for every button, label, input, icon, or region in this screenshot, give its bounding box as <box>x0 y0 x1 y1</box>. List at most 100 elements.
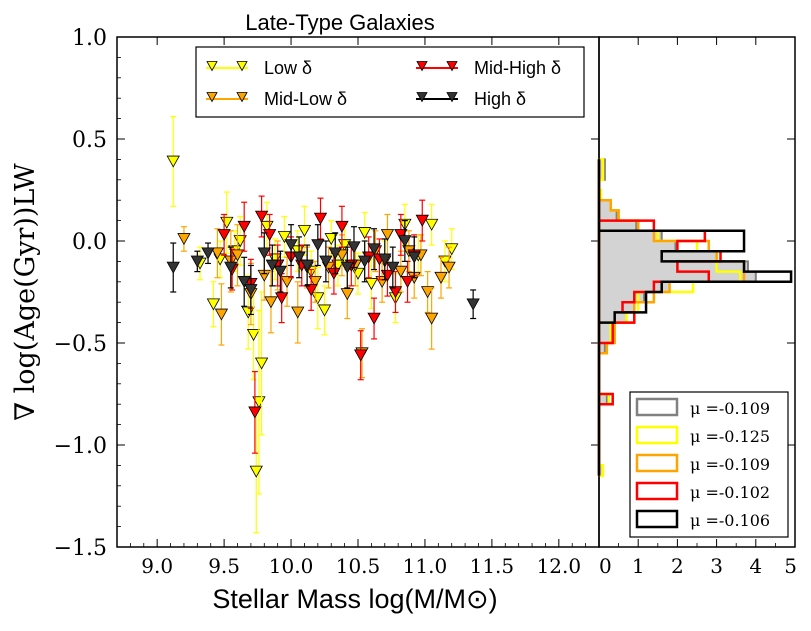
data-point <box>246 329 261 342</box>
x-tick-label: 10.0 <box>269 554 314 578</box>
hist-x-tick-label: 2 <box>671 554 684 578</box>
legend-entry-0: Low δ <box>206 58 312 78</box>
legend-label: Mid-High δ <box>474 58 561 78</box>
hist-legend-label: μ =-0.106 <box>690 511 770 530</box>
data-point <box>347 241 361 254</box>
hist-legend-swatch <box>635 509 679 529</box>
hist-x-tick-label: 1 <box>632 554 645 578</box>
y-tick-label: −0.5 <box>54 332 107 357</box>
data-point <box>394 229 408 242</box>
y-axis-label: ∇ log(Age(Gyr))LW <box>10 163 41 421</box>
hist-legend-label: μ =-0.109 <box>690 455 770 474</box>
hist-legend-swatch <box>635 425 679 445</box>
data-point <box>206 298 221 311</box>
legend-marker <box>446 92 458 103</box>
data-point <box>237 275 251 289</box>
data-point <box>335 220 349 233</box>
data-point <box>311 239 325 252</box>
hist-legend-entry-high: μ =-0.106 <box>635 509 770 530</box>
legend-entry-1: Mid-Low δ <box>206 89 347 109</box>
data-point <box>424 218 439 231</box>
hist-legend-swatch <box>635 481 679 501</box>
data-point <box>214 308 229 321</box>
data-point <box>273 265 288 278</box>
x-tick-label: 11.5 <box>470 554 515 578</box>
data-point <box>297 224 312 238</box>
data-point <box>275 292 289 305</box>
y-tick-label: −1.5 <box>54 536 107 561</box>
data-point <box>217 229 231 242</box>
data-point <box>324 233 338 246</box>
data-point <box>340 288 354 301</box>
data-point <box>420 286 435 299</box>
legend-label: Low δ <box>264 58 312 78</box>
data-point <box>254 210 269 223</box>
data-point <box>262 229 277 242</box>
histogram-series-mid-high <box>597 159 722 476</box>
data-point <box>304 284 318 297</box>
legend-marker <box>236 92 248 103</box>
data-point <box>466 298 480 311</box>
y-tick-label: 0.0 <box>72 230 107 255</box>
data-point <box>300 259 314 272</box>
data-point <box>177 233 191 246</box>
y-tick-label: 1.0 <box>72 26 107 51</box>
data-point <box>237 220 251 233</box>
data-point <box>388 286 403 299</box>
legend-entry-2: Mid-High δ <box>416 58 561 78</box>
data-point <box>398 235 412 248</box>
data-point <box>380 229 395 242</box>
data-point <box>248 406 262 419</box>
hist-legend-entry-low: μ =-0.125 <box>635 425 770 446</box>
scatter-marks <box>166 115 480 534</box>
data-point <box>292 251 306 264</box>
data-point <box>424 312 439 325</box>
series-1 <box>177 213 456 379</box>
x-tick-label: 9.5 <box>208 554 240 578</box>
data-point <box>434 271 448 284</box>
data-point <box>438 255 452 268</box>
x-tick-label: 11.0 <box>403 554 448 578</box>
scatter-y-ticks: 1.0 0.5 0.0 −0.5 −1.0 −1.5 <box>54 26 599 561</box>
legend-marker <box>446 61 458 72</box>
legend-marker <box>236 61 248 72</box>
hist-legend-label: μ =-0.102 <box>690 483 770 502</box>
data-point <box>364 278 379 291</box>
data-point <box>257 247 271 260</box>
legend-marker <box>206 61 218 72</box>
x-tick-label: 10.5 <box>336 554 381 578</box>
y-tick-label: −1.0 <box>54 434 107 459</box>
histogram-legend: μ =-0.109 μ =-0.125 μ =-0.109 μ =-0.102 μ =-… <box>629 391 789 538</box>
scatter-plot: 9.0 9.5 10.0 10.5 11.0 11.5 12.0 1.0 0.5 0.0 −0.5… <box>54 26 600 578</box>
data-point <box>407 251 421 264</box>
hist-legend-swatch <box>635 453 679 473</box>
x-tick-label: 9.0 <box>141 554 173 578</box>
data-point <box>367 312 381 325</box>
hist-legend-entry-mid-high: μ =-0.102 <box>635 481 770 502</box>
legend-label: High δ <box>474 89 526 109</box>
hist-x-tick-label: 0 <box>599 554 612 578</box>
data-point <box>415 214 429 227</box>
data-point <box>249 465 263 478</box>
data-point <box>442 261 456 274</box>
data-point <box>230 249 245 262</box>
series-3 <box>166 220 480 320</box>
data-point <box>308 275 322 289</box>
data-point <box>317 304 332 317</box>
hist-legend-label: μ =-0.125 <box>690 427 770 446</box>
legend-marker <box>416 61 428 72</box>
data-point <box>210 247 225 260</box>
data-point <box>340 261 354 274</box>
data-point <box>201 247 215 260</box>
data-point <box>190 255 205 268</box>
legend-label: Mid-Low δ <box>264 89 347 109</box>
data-point <box>224 261 238 274</box>
data-point <box>328 247 342 260</box>
data-point <box>313 212 328 225</box>
data-point <box>367 243 381 256</box>
data-point <box>244 284 258 297</box>
scatter-legend-frame <box>195 46 585 118</box>
hist-x-tick-label: 4 <box>749 554 762 578</box>
